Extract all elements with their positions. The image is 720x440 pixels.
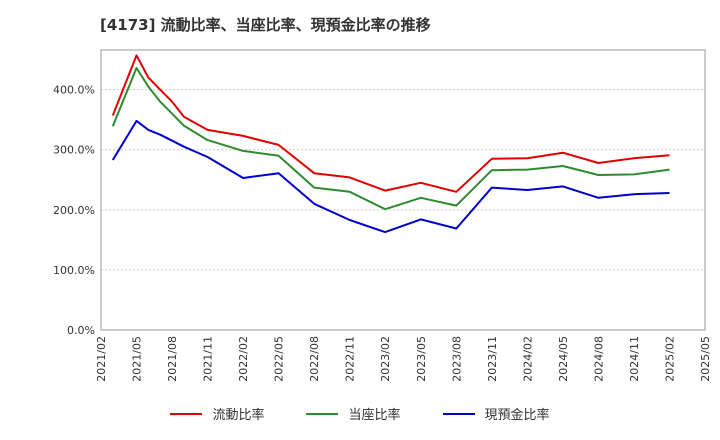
x-tick-label: 2023/08: [450, 336, 463, 382]
x-tick-label: 2024/08: [592, 336, 605, 382]
x-tick-label: 2022/08: [308, 336, 321, 382]
y-tick-label: 400.0%: [53, 84, 95, 97]
legend-item-1: 流動比率: [170, 404, 264, 423]
x-tick-label: 2024/02: [521, 336, 534, 382]
x-tick-label: 2023/02: [379, 336, 392, 382]
x-axis-ticks: 2021/02 2021/05 2021/08 2021/11 2022/02 2022/…: [95, 336, 712, 382]
y-tick-label: 300.0%: [53, 144, 95, 157]
y-axis-ticks: 0.0% 100.0% 200.0% 300.0% 400.0%: [53, 84, 95, 337]
legend-label: 当座比率: [348, 408, 401, 423]
x-tick-label: 2021/11: [202, 336, 215, 382]
x-tick-label: 2024/05: [557, 336, 570, 382]
x-tick-label: 2024/11: [628, 336, 641, 382]
plot-frame: [100, 49, 706, 331]
x-tick-label: 2022/11: [344, 336, 357, 382]
chart-title: [4173] 流動比率、当座比率、現預金比率の推移: [100, 16, 431, 34]
legend-label: 流動比率: [212, 408, 265, 423]
x-tick-label: 2021/08: [166, 336, 179, 382]
legend-label: 現預金比率: [484, 408, 550, 423]
legend-swatch: [306, 412, 339, 415]
x-tick-label: 2025/05: [699, 336, 712, 382]
y-tick-label: 0.0%: [67, 324, 95, 337]
y-tick-label: 200.0%: [53, 204, 95, 217]
series-line-1: [111, 54, 670, 193]
y-tick-label: 100.0%: [53, 264, 95, 277]
x-tick-label: 2021/02: [95, 336, 108, 382]
legend: 流動比率 当座比率 現預金比率: [0, 404, 720, 423]
series-line-2: [111, 67, 670, 211]
legend-item-2: 当座比率: [306, 404, 401, 423]
x-tick-label: 2025/02: [663, 336, 676, 382]
x-tick-label: 2022/02: [237, 336, 250, 382]
legend-swatch: [170, 412, 203, 415]
x-tick-label: 2021/05: [131, 336, 144, 382]
legend-item-3: 現預金比率: [442, 404, 550, 423]
gridlines: [101, 89, 705, 271]
legend-swatch: [442, 412, 475, 415]
x-tick-label: 2022/05: [273, 336, 286, 382]
series-lines: [111, 54, 670, 234]
series-line-3: [111, 119, 670, 234]
x-tick-label: 2023/05: [415, 336, 428, 382]
x-tick-label: 2023/11: [486, 336, 499, 382]
